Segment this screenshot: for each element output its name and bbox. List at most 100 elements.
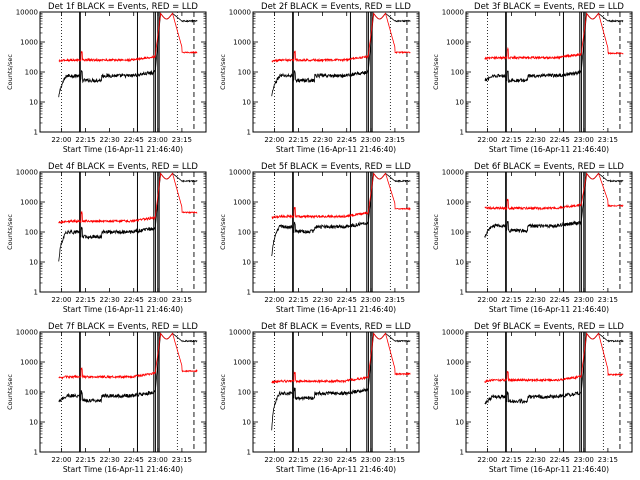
- x-tick-label: 23:15: [385, 296, 405, 304]
- series-lld: [58, 332, 198, 380]
- y-tick-label: 1000: [446, 39, 464, 47]
- x-tick-label: 22:00: [477, 136, 497, 144]
- y-tick-label: 1000: [20, 39, 38, 47]
- panel-title: Det 7f BLACK = Events, RED = LLD: [48, 322, 198, 332]
- x-tick-label: 23:00: [574, 296, 594, 304]
- x-axis-label: Start Time (16-Apr-11 21:46:40): [489, 145, 609, 154]
- series-events: [58, 332, 198, 404]
- x-tick-label: 22:30: [313, 136, 333, 144]
- panel-3: Det 3f BLACK = Events, RED = LLD 1 10 100 10…: [432, 2, 633, 154]
- x-tick-label: 22:00: [477, 296, 497, 304]
- y-tick-label: 1000: [446, 199, 464, 207]
- x-tick-label: 22:45: [550, 456, 570, 464]
- panel-title: Det 4f BLACK = Events, RED = LLD: [48, 162, 198, 172]
- x-tick-label: 22:45: [337, 456, 357, 464]
- y-tick-label: 10: [29, 419, 38, 427]
- y-tick-label: 1000: [446, 359, 464, 367]
- x-tick-label: 23:00: [574, 136, 594, 144]
- x-tick-label: 22:15: [75, 136, 95, 144]
- plot-frame: [252, 171, 420, 293]
- y-tick-label: 10000: [442, 169, 464, 177]
- x-tick-label: 23:15: [598, 456, 618, 464]
- y-tick-label: 10000: [442, 329, 464, 337]
- x-tick-label: 22:15: [288, 456, 308, 464]
- x-axis-label: Start Time (16-Apr-11 21:46:40): [63, 305, 183, 314]
- x-tick-label: 22:30: [526, 456, 546, 464]
- y-axis-label: Counts/sec: [432, 374, 440, 410]
- x-tick-label: 22:00: [51, 296, 71, 304]
- y-tick-label: 10: [29, 99, 38, 107]
- series-events: [484, 332, 624, 405]
- y-tick-label: 10000: [16, 9, 38, 17]
- y-tick-label: 10000: [229, 9, 251, 17]
- y-tick-label: 1: [34, 449, 38, 457]
- y-axis-label: Counts/sec: [432, 54, 440, 90]
- x-tick-label: 22:45: [124, 456, 144, 464]
- y-tick-label: 100: [238, 229, 251, 237]
- x-tick-label: 23:00: [361, 136, 381, 144]
- series-lld: [484, 332, 624, 384]
- panel-9: Det 9f BLACK = Events, RED = LLD 1 10 100 10…: [432, 322, 633, 474]
- y-axis-label: Counts/sec: [219, 214, 227, 250]
- panel-title: Det 2f BLACK = Events, RED = LLD: [261, 2, 411, 12]
- y-tick-label: 10000: [16, 329, 38, 337]
- x-tick-label: 23:00: [361, 456, 381, 464]
- x-tick-label: 22:30: [313, 296, 333, 304]
- series-events: [484, 12, 624, 84]
- x-tick-label: 23:15: [385, 456, 405, 464]
- y-tick-label: 1000: [20, 359, 38, 367]
- y-tick-label: 10: [242, 99, 251, 107]
- panel-7: Det 7f BLACK = Events, RED = LLD 1 10 100 10…: [6, 322, 207, 474]
- x-tick-label: 22:15: [501, 456, 521, 464]
- series-lld: [271, 172, 411, 220]
- y-tick-label: 1000: [233, 199, 251, 207]
- panel-title: Det 9f BLACK = Events, RED = LLD: [474, 322, 624, 332]
- plot-frame: [39, 331, 207, 453]
- x-tick-label: 22:00: [264, 296, 284, 304]
- y-tick-label: 10: [29, 259, 38, 267]
- x-axis-label: Start Time (16-Apr-11 21:46:40): [276, 145, 396, 154]
- x-tick-label: 22:00: [264, 136, 284, 144]
- panel-title: Det 8f BLACK = Events, RED = LLD: [261, 322, 411, 332]
- x-tick-label: 22:15: [501, 136, 521, 144]
- panel-8: Det 8f BLACK = Events, RED = LLD 1 10 100 10…: [219, 322, 420, 474]
- x-tick-label: 23:00: [361, 296, 381, 304]
- x-tick-label: 22:30: [313, 456, 333, 464]
- plot-frame: [252, 11, 420, 133]
- x-tick-label: 23:00: [148, 296, 168, 304]
- y-tick-label: 10: [242, 419, 251, 427]
- x-axis-label: Start Time (16-Apr-11 21:46:40): [63, 145, 183, 154]
- y-tick-label: 1: [247, 129, 251, 137]
- y-tick-label: 100: [451, 229, 464, 237]
- series-lld: [271, 12, 411, 63]
- x-tick-label: 23:15: [385, 136, 405, 144]
- panel-title: Det 5f BLACK = Events, RED = LLD: [261, 162, 411, 172]
- series-events: [271, 172, 411, 257]
- x-tick-label: 23:15: [598, 136, 618, 144]
- y-tick-label: 1000: [233, 359, 251, 367]
- panel-6: Det 6f BLACK = Events, RED = LLD 1 10 100 10…: [432, 162, 633, 314]
- y-tick-label: 100: [451, 69, 464, 77]
- y-tick-label: 10: [455, 259, 464, 267]
- x-tick-label: 22:45: [550, 296, 570, 304]
- x-tick-label: 22:15: [75, 456, 95, 464]
- x-axis-label: Start Time (16-Apr-11 21:46:40): [276, 305, 396, 314]
- x-tick-label: 22:45: [337, 296, 357, 304]
- panel-title: Det 3f BLACK = Events, RED = LLD: [474, 2, 624, 12]
- series-events: [58, 12, 198, 98]
- panel-4: Det 4f BLACK = Events, RED = LLD 1 10 100 10…: [6, 162, 207, 314]
- plot-frame: [465, 11, 633, 133]
- y-tick-label: 100: [25, 229, 38, 237]
- y-tick-label: 100: [238, 389, 251, 397]
- x-tick-label: 22:15: [288, 136, 308, 144]
- panel-5: Det 5f BLACK = Events, RED = LLD 1 10 100 10…: [219, 162, 420, 314]
- x-tick-label: 22:15: [501, 296, 521, 304]
- y-tick-label: 1: [460, 289, 464, 297]
- x-tick-label: 22:30: [526, 296, 546, 304]
- y-tick-label: 10000: [16, 169, 38, 177]
- series-lld: [58, 12, 198, 63]
- y-axis-label: Counts/sec: [219, 54, 227, 90]
- y-tick-label: 100: [238, 69, 251, 77]
- y-axis-label: Counts/sec: [6, 54, 14, 90]
